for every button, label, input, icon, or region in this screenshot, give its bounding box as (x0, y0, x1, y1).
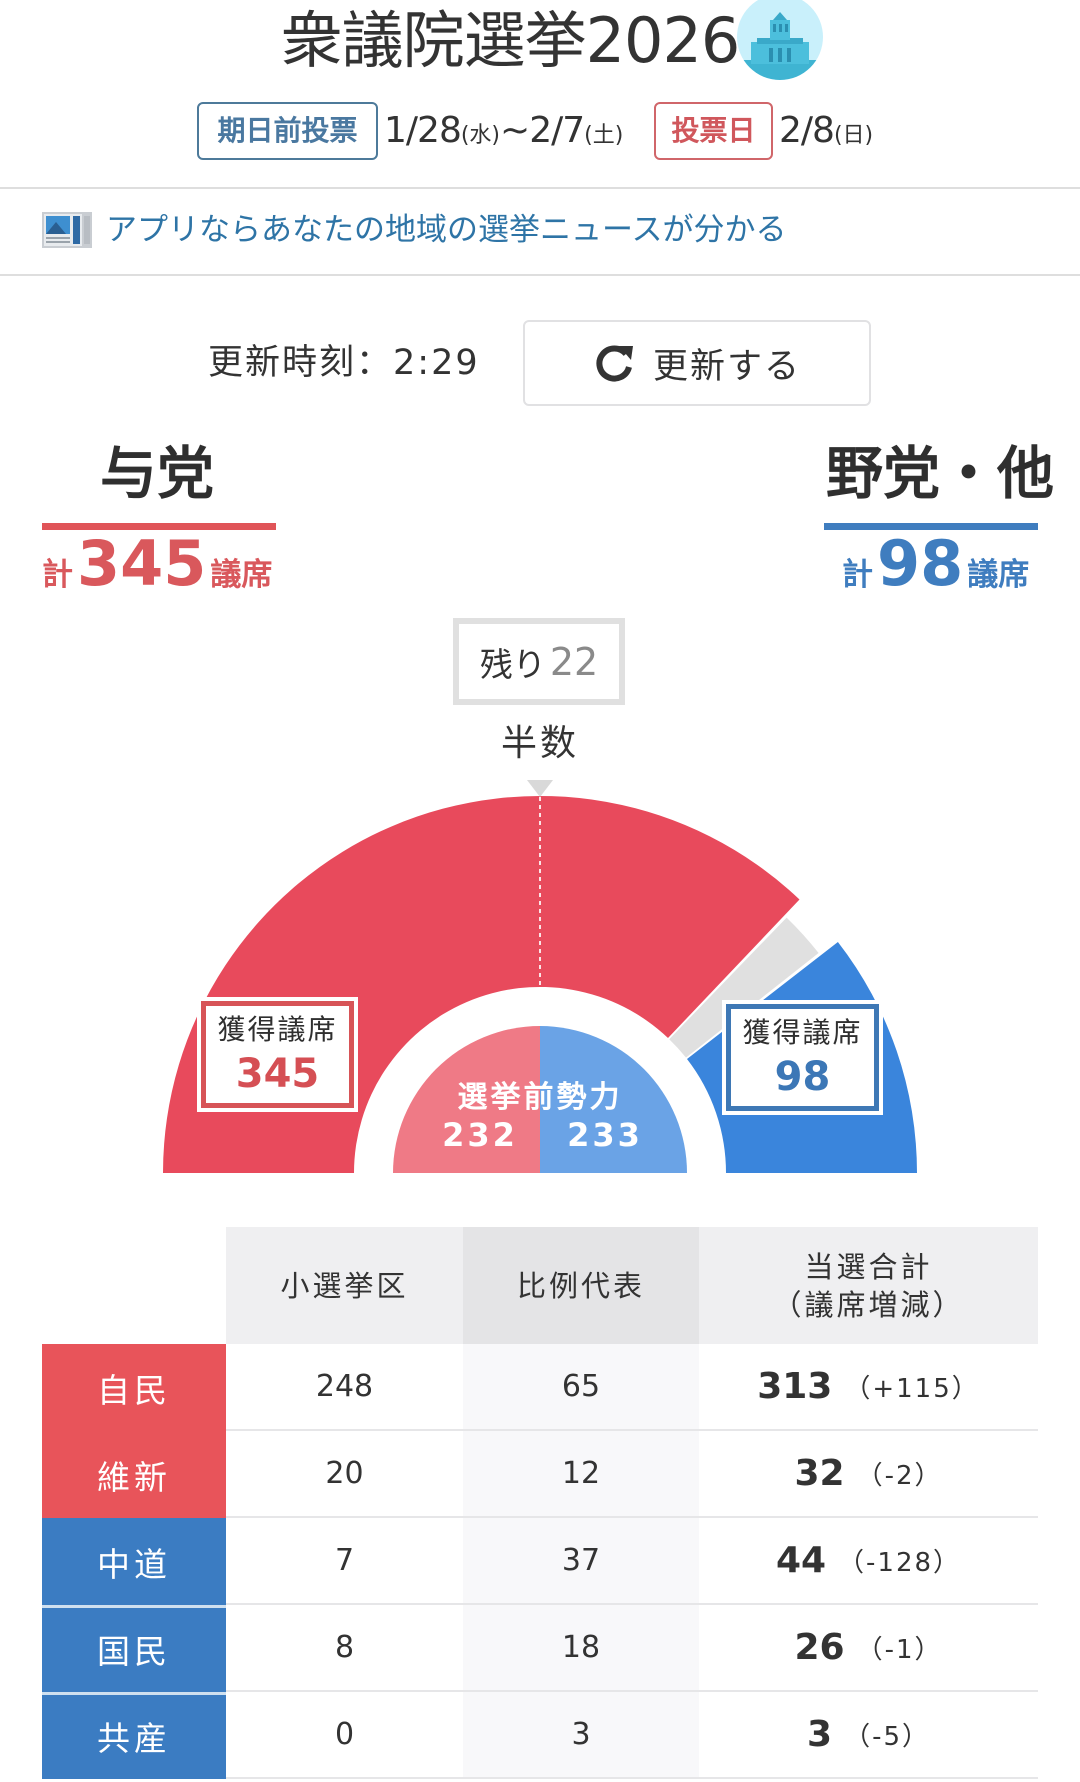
header-total: 当選合計 （議席増減） (699, 1227, 1038, 1344)
table-row: 中道 7 37 44 （-128） (42, 1518, 1038, 1605)
page-title: 衆議院選挙2026 (280, 4, 741, 77)
opposition-bloc-bar (824, 523, 1038, 530)
opposition-seat-label: 獲得議席 (742, 1016, 863, 1049)
seat-half-donut-chart (163, 780, 917, 1173)
diet-building-icon (737, 0, 823, 80)
opposition-seat-value: 98 (774, 1054, 831, 1100)
ruling-bloc-name: 与党 (100, 441, 214, 507)
divider (0, 187, 1080, 189)
refresh-button[interactable]: 更新する (523, 320, 871, 406)
pre-election-opposition-value: 233 (567, 1116, 643, 1154)
change-value: （+115） (844, 1374, 980, 1404)
election-day-value: 2/8 (779, 110, 835, 151)
opposition-bloc-total: 計 98 議席 (842, 532, 1029, 596)
ruling-total-prefix: 計 (42, 557, 73, 593)
header-total-line1: 当選合計 (804, 1249, 933, 1284)
row-separator (42, 1692, 226, 1695)
header-proportional: 比例代表 (463, 1227, 699, 1344)
update-time-prefix: 更新時刻： (208, 343, 394, 383)
refresh-icon (596, 345, 633, 382)
total-value: 44 (775, 1540, 827, 1581)
ruling-seat-label: 獲得議席 (217, 1013, 338, 1046)
remaining-value: 22 (549, 639, 599, 684)
ruling-bloc-bar (42, 523, 276, 530)
party-label: 共産 (42, 1692, 226, 1779)
table-row: 国民 8 18 26 （-1） (42, 1605, 1038, 1692)
change-value: （-2） (856, 1461, 943, 1491)
update-time-value: 2:29 (393, 343, 480, 383)
party-label: 維新 (42, 1431, 226, 1518)
early-vote-dates: 1/28(水)~2/7(土) (384, 104, 623, 158)
single-seat-value: 20 (226, 1431, 463, 1518)
single-seat-value: 8 (226, 1605, 463, 1692)
remaining-segment (669, 917, 819, 1058)
total-value: 3 (807, 1714, 833, 1755)
pre-election-ruling-value: 232 (442, 1116, 518, 1154)
opposition-total-value: 98 (877, 527, 964, 600)
change-value: （-5） (844, 1722, 930, 1752)
election-day-badge: 投票日 (654, 102, 773, 160)
early-vote-start-day: (水) (460, 123, 501, 148)
proportional-value: 18 (463, 1605, 699, 1692)
proportional-value: 12 (463, 1431, 699, 1518)
opposition-bloc-name: 野党・他 (826, 441, 1054, 507)
table-header: 小選挙区 比例代表 当選合計 （議席増減） (226, 1227, 1038, 1344)
ruling-total-suffix: 議席 (210, 557, 273, 593)
table-row: 維新 20 12 32 （-2） (42, 1431, 1038, 1518)
single-seat-value: 7 (226, 1518, 463, 1605)
total-value: 26 (794, 1627, 845, 1668)
opposition-seat-box: 獲得議席 98 (722, 1000, 883, 1115)
total-cell: 26 （-1） (699, 1605, 1038, 1692)
divider (0, 274, 1080, 276)
pre-election-label: 選挙前勢力 (457, 1080, 623, 1115)
early-vote-badge: 期日前投票 (197, 102, 378, 160)
total-cell: 3 （-5） (699, 1692, 1038, 1779)
table-row: 共産 0 3 3 （-5） (42, 1692, 1038, 1779)
total-cell: 32 （-2） (699, 1431, 1038, 1518)
change-value: （-1） (856, 1635, 943, 1665)
remaining-seats-box: 残り 22 (453, 618, 625, 705)
app-news-banner-link[interactable]: アプリならあなたの地域の選挙ニュースが分かる (42, 205, 786, 255)
party-label: 国民 (42, 1605, 226, 1692)
proportional-value: 37 (463, 1518, 699, 1605)
total-value: 32 (794, 1453, 845, 1494)
early-vote-sep: ~ (500, 110, 530, 151)
total-value: 313 (757, 1366, 833, 1407)
opposition-total-suffix: 議席 (967, 557, 1030, 593)
proportional-value: 65 (463, 1344, 699, 1431)
update-time-label: 更新時刻：2:29 (208, 335, 480, 391)
total-cell: 313 （+115） (699, 1344, 1038, 1431)
pre-election-ruling-segment (393, 1026, 540, 1173)
pre-election-opposition-segment (540, 1026, 687, 1173)
change-value: （-128） (838, 1548, 962, 1578)
header-single-seat: 小選挙区 (226, 1227, 463, 1344)
proportional-value: 3 (463, 1692, 699, 1779)
early-vote-end-day: (土) (584, 123, 624, 148)
total-cell: 44 （-128） (699, 1518, 1038, 1605)
single-seat-value: 248 (226, 1344, 463, 1431)
table-row: 自民 248 65 313 （+115） (42, 1344, 1038, 1431)
ruling-seat-value: 345 (235, 1051, 320, 1097)
app-news-banner-text: アプリならあなたの地域の選挙ニュースが分かる (106, 212, 787, 248)
ruling-bloc-total: 計 345 議席 (42, 532, 272, 596)
party-label: 中道 (42, 1518, 226, 1605)
ruling-total-value: 345 (77, 527, 207, 600)
refresh-button-label: 更新する (652, 346, 801, 387)
majority-marker-icon (527, 780, 553, 797)
ruling-seat-box: 獲得議席 345 (197, 997, 358, 1112)
news-icon (42, 212, 92, 248)
opposition-total-prefix: 計 (842, 557, 873, 593)
election-day-weekday: (日) (833, 123, 874, 148)
header-total-line2: （議席増減） (772, 1287, 965, 1322)
early-vote-end: 2/7 (529, 110, 585, 151)
row-separator (42, 1605, 226, 1608)
election-day-date: 2/8(日) (779, 104, 873, 158)
early-vote-start: 1/28 (384, 110, 462, 151)
single-seat-value: 0 (226, 1692, 463, 1779)
remaining-label: 残り (479, 644, 546, 684)
party-label: 自民 (42, 1344, 226, 1431)
majority-label: 半数 (500, 723, 579, 764)
